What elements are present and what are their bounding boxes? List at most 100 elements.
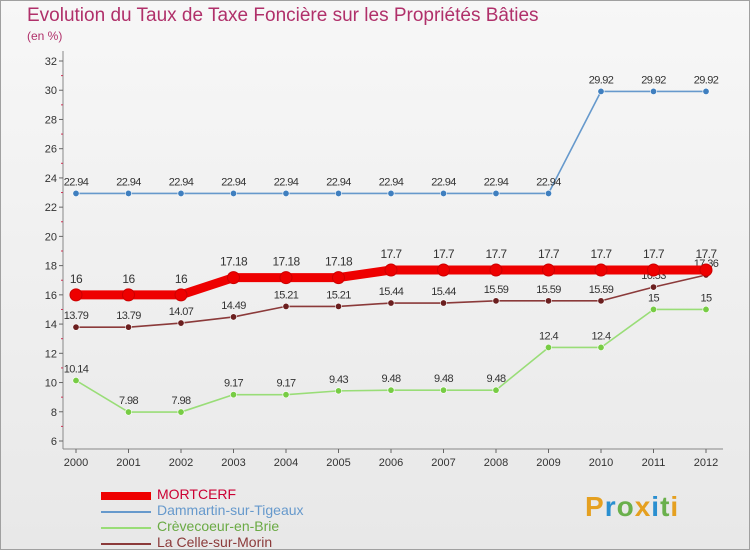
data-label: 9.48 — [486, 373, 505, 385]
data-label: 15.21 — [326, 289, 351, 301]
data-point — [439, 299, 447, 307]
data-label: 9.17 — [224, 378, 243, 390]
data-label: 15.59 — [484, 284, 509, 296]
data-point — [279, 271, 293, 285]
data-point — [72, 323, 80, 331]
data-label: 14.07 — [169, 306, 194, 318]
data-label: 12.4 — [591, 330, 610, 342]
data-label: 22.94 — [169, 176, 194, 188]
data-label: 17.18 — [272, 255, 300, 269]
x-tick-label: 2006 — [379, 457, 403, 469]
data-point — [387, 299, 395, 307]
data-point — [544, 189, 552, 197]
data-label: 15.59 — [589, 284, 614, 296]
data-label: 10.14 — [64, 363, 89, 375]
data-label: 15.44 — [431, 286, 456, 298]
data-point — [125, 408, 133, 416]
x-tick-label: 2001 — [116, 457, 140, 469]
legend-swatch — [101, 511, 151, 513]
logo-letter: x — [634, 491, 652, 522]
x-tick-label: 2002 — [169, 457, 193, 469]
data-label: 12.4 — [539, 330, 558, 342]
data-label: 16 — [70, 272, 83, 286]
y-tick-label: 26 — [45, 144, 57, 156]
legend-label: MORTCERF — [157, 486, 237, 502]
data-point — [230, 313, 238, 321]
data-point — [597, 343, 605, 351]
data-label: 15 — [648, 292, 660, 304]
data-label: 9.17 — [276, 378, 295, 390]
logo-letter: t — [660, 491, 671, 522]
data-point — [384, 263, 398, 277]
data-label: 14.49 — [221, 300, 246, 312]
logo-letter: i — [651, 491, 661, 522]
data-label: 17.7 — [643, 247, 665, 261]
y-tick-label: 14 — [45, 319, 57, 331]
data-label: 29.92 — [694, 74, 719, 86]
data-point — [72, 376, 80, 384]
data-label: 9.43 — [329, 374, 348, 386]
data-point — [649, 305, 657, 313]
data-label: 9.48 — [381, 373, 400, 385]
proxiti-logo: Proxiti — [585, 491, 679, 523]
data-point — [227, 271, 240, 285]
data-point — [122, 288, 135, 302]
data-point — [492, 386, 500, 394]
x-tick-label: 2009 — [536, 457, 560, 469]
data-label: 17.18 — [325, 255, 353, 269]
data-point — [387, 386, 395, 394]
data-label: 17.7 — [381, 247, 403, 261]
x-tick-label: 2010 — [589, 457, 613, 469]
x-tick-label: 2012 — [694, 457, 718, 469]
data-label: 22.94 — [431, 176, 456, 188]
data-label: 22.94 — [64, 176, 89, 188]
data-point — [489, 263, 503, 277]
data-point — [177, 319, 185, 327]
data-label: 16 — [175, 272, 188, 286]
data-label: 9.48 — [434, 373, 453, 385]
y-tick-label: 22 — [45, 202, 57, 214]
data-label: 17.7 — [486, 247, 508, 261]
legend-label: Crèvecoeur-en-Brie — [157, 518, 280, 534]
data-point — [439, 386, 447, 394]
data-point — [230, 391, 238, 399]
data-point — [334, 189, 342, 197]
y-tick-label: 6 — [51, 436, 57, 448]
data-point — [649, 87, 657, 95]
legend-label: La Celle-sur-Morin — [157, 534, 273, 550]
data-label: 13.79 — [116, 310, 141, 322]
y-tick-label: 12 — [45, 348, 57, 360]
data-point — [542, 263, 555, 277]
data-point — [492, 297, 500, 305]
data-point — [439, 189, 447, 197]
data-label: 17.18 — [220, 255, 248, 269]
data-point — [702, 87, 710, 95]
data-point — [230, 189, 238, 197]
data-label: 22.94 — [221, 176, 246, 188]
logo-letter: i — [670, 491, 680, 522]
data-point — [125, 323, 133, 331]
data-label: 22.94 — [326, 176, 351, 188]
data-label: 15.21 — [274, 289, 299, 301]
data-label: 22.94 — [379, 176, 404, 188]
data-label: 7.98 — [171, 395, 190, 407]
y-tick-label: 32 — [45, 56, 57, 68]
data-point — [492, 189, 500, 197]
data-label: 7.98 — [119, 395, 138, 407]
data-point — [282, 189, 290, 197]
data-point — [544, 297, 552, 305]
legend-label: Dammartin-sur-Tigeaux — [157, 502, 304, 518]
data-point — [334, 387, 342, 395]
y-tick-label: 20 — [45, 231, 57, 243]
data-label: 15 — [700, 292, 712, 304]
y-tick-label: 10 — [45, 378, 57, 390]
chart-subtitle: (en %) — [27, 29, 63, 43]
x-tick-label: 2005 — [326, 457, 350, 469]
y-tick-label: 28 — [45, 114, 57, 126]
data-point — [332, 271, 345, 285]
x-tick-label: 2003 — [221, 457, 245, 469]
chart-title: Evolution du Taux de Taxe Foncière sur l… — [27, 5, 539, 26]
data-point — [334, 302, 342, 310]
data-label: 22.94 — [484, 176, 509, 188]
